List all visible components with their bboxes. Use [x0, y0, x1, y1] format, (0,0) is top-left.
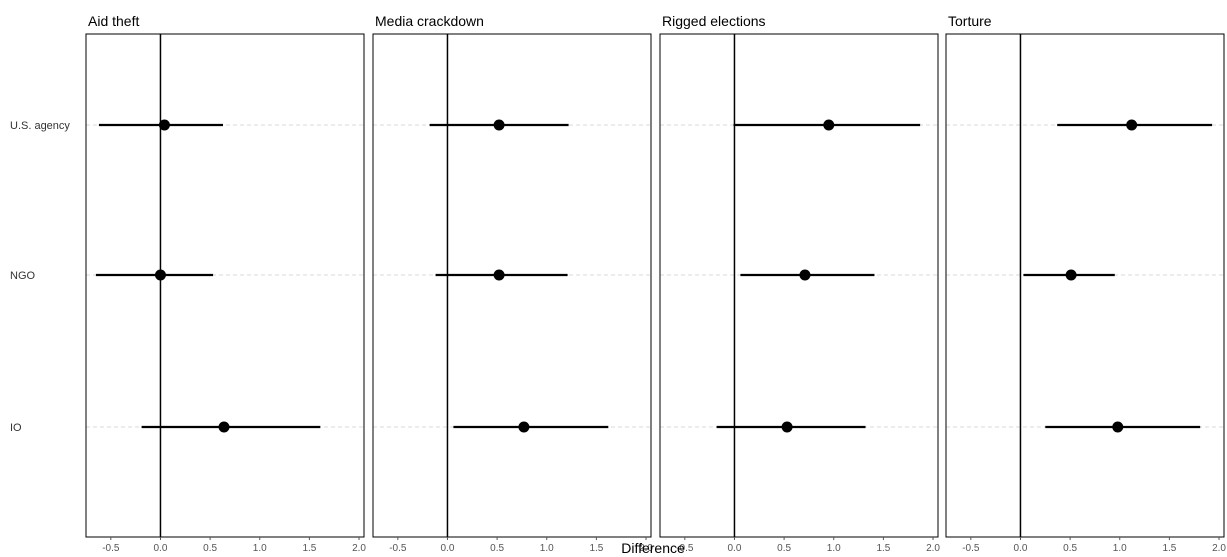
- x-tick-label: 0.5: [203, 543, 217, 554]
- panel-title: Rigged elections: [662, 13, 766, 29]
- point-estimate: [518, 421, 530, 433]
- point-estimate: [493, 119, 505, 131]
- x-tick-label: 0.5: [490, 543, 504, 554]
- panel: Aid theft -0.5 0.0 0.5 1.0 1.5 2.0: [85, 13, 366, 554]
- y-tick-label: U.S. agency: [10, 120, 70, 132]
- point-estimate: [154, 269, 166, 281]
- panel-title: Media crackdown: [375, 13, 484, 29]
- x-tick-label: 0.5: [777, 543, 791, 554]
- panel-title: Aid theft: [88, 13, 139, 29]
- y-tick-label: NGO: [10, 270, 36, 282]
- panel: Torture -0.5 0.0 0.5 1.0 1.5 2.0: [945, 13, 1226, 554]
- x-tick-label: -0.5: [962, 543, 980, 554]
- x-tick-label: 1.5: [876, 543, 890, 554]
- point-estimate: [781, 421, 793, 433]
- point-estimate: [493, 269, 505, 281]
- x-tick-label: -0.5: [676, 543, 694, 554]
- panel-title: Torture: [948, 13, 992, 29]
- y-tick-label: IO: [10, 422, 22, 434]
- x-tick-label: 2.0: [352, 543, 366, 554]
- x-tick-label: 1.5: [1162, 543, 1176, 554]
- point-estimate: [823, 119, 835, 131]
- x-tick-label: 1.5: [302, 543, 316, 554]
- x-tick-label: 1.0: [1113, 543, 1127, 554]
- point-estimate: [158, 119, 170, 131]
- x-tick-label: 0.0: [154, 543, 168, 554]
- point-estimate: [1112, 421, 1124, 433]
- panel: Media crackdown -0.5 0.0 0.5 1.0 1.5 2.0: [372, 13, 653, 554]
- panel-frame: [85, 33, 365, 538]
- point-estimate: [799, 269, 811, 281]
- x-tick-label: -0.5: [389, 543, 407, 554]
- x-tick-label: 1.5: [589, 543, 603, 554]
- x-tick-label: 0.5: [1063, 543, 1077, 554]
- panel-frame: [659, 33, 939, 538]
- x-tick-label: 0.0: [728, 543, 742, 554]
- x-axis-label: Difference: [621, 540, 685, 556]
- panel-frame: [945, 33, 1225, 538]
- x-tick-label: 0.0: [1014, 543, 1028, 554]
- x-tick-label: 1.0: [540, 543, 554, 554]
- x-tick-label: -0.5: [102, 543, 120, 554]
- point-estimate: [218, 421, 230, 433]
- point-estimate: [1126, 119, 1138, 131]
- x-tick-label: 0.0: [441, 543, 455, 554]
- x-tick-label: 2.0: [639, 543, 653, 554]
- panel-frame: [372, 33, 652, 538]
- x-tick-label: 1.0: [827, 543, 841, 554]
- x-tick-label: 2.0: [926, 543, 940, 554]
- point-estimate: [1065, 269, 1077, 281]
- panel: Rigged elections -0.5 0.0 0.5 1.0 1.5 2.0: [659, 13, 940, 554]
- x-tick-label: 2.0: [1212, 543, 1226, 554]
- y-axis-labels: U.S. agency NGO IO: [10, 120, 70, 434]
- x-tick-label: 1.0: [253, 543, 267, 554]
